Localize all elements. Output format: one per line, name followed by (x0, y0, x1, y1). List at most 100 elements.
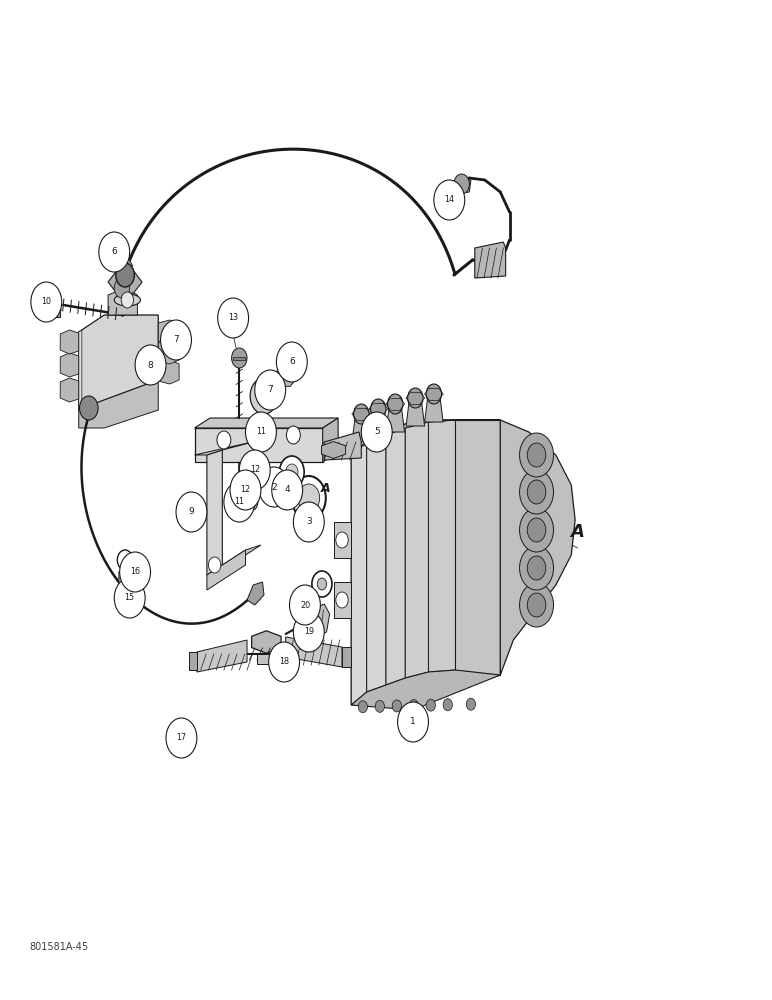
Circle shape (234, 483, 248, 501)
Circle shape (527, 443, 546, 467)
Circle shape (520, 546, 554, 590)
Polygon shape (60, 353, 79, 377)
Polygon shape (257, 654, 276, 664)
Circle shape (99, 232, 130, 272)
Circle shape (293, 612, 324, 652)
Text: A: A (571, 523, 584, 541)
Polygon shape (369, 412, 388, 437)
Polygon shape (207, 545, 261, 575)
Text: 7: 7 (173, 336, 179, 344)
Circle shape (426, 699, 435, 711)
Circle shape (239, 450, 270, 490)
Polygon shape (367, 435, 386, 692)
Polygon shape (189, 652, 197, 670)
Circle shape (520, 583, 554, 627)
Circle shape (454, 174, 469, 194)
Circle shape (116, 263, 134, 287)
Polygon shape (386, 407, 405, 432)
Polygon shape (351, 670, 500, 710)
Text: 17: 17 (176, 734, 187, 742)
Polygon shape (428, 420, 455, 672)
Polygon shape (197, 640, 247, 672)
Circle shape (276, 342, 307, 382)
Circle shape (238, 488, 244, 496)
Polygon shape (352, 417, 371, 442)
Circle shape (272, 479, 281, 491)
Polygon shape (158, 320, 179, 344)
Text: 14: 14 (445, 196, 454, 205)
Text: 11: 11 (235, 497, 244, 506)
Polygon shape (247, 582, 264, 605)
Ellipse shape (114, 294, 141, 306)
Circle shape (250, 378, 278, 414)
Polygon shape (351, 420, 500, 452)
Circle shape (269, 642, 300, 682)
Circle shape (286, 464, 298, 480)
Polygon shape (79, 380, 158, 428)
Polygon shape (321, 442, 346, 458)
Polygon shape (51, 293, 60, 317)
Circle shape (257, 387, 271, 405)
Circle shape (114, 578, 145, 618)
Polygon shape (117, 252, 133, 266)
Polygon shape (108, 271, 142, 293)
Circle shape (121, 292, 134, 308)
Text: 3: 3 (306, 518, 312, 526)
Circle shape (245, 412, 276, 452)
Polygon shape (406, 401, 425, 426)
Polygon shape (405, 422, 428, 678)
Circle shape (272, 470, 303, 510)
Text: 8: 8 (147, 360, 154, 369)
Circle shape (31, 282, 62, 322)
Polygon shape (233, 357, 245, 360)
Text: 19: 19 (303, 628, 314, 637)
Text: 13: 13 (229, 314, 238, 322)
Circle shape (248, 498, 254, 506)
Circle shape (409, 700, 418, 712)
Text: 11: 11 (256, 428, 266, 436)
Polygon shape (500, 420, 575, 675)
Polygon shape (79, 330, 82, 410)
Text: 6: 6 (111, 247, 117, 256)
Polygon shape (195, 418, 338, 428)
Polygon shape (158, 360, 179, 384)
Polygon shape (158, 340, 179, 364)
Circle shape (298, 484, 320, 512)
Circle shape (408, 388, 423, 408)
Circle shape (235, 484, 244, 496)
Circle shape (230, 470, 261, 510)
Polygon shape (425, 397, 443, 422)
Polygon shape (334, 582, 351, 618)
Circle shape (336, 532, 348, 548)
Circle shape (358, 701, 367, 713)
Circle shape (290, 585, 320, 625)
Text: 9: 9 (188, 508, 195, 516)
Text: 15: 15 (124, 593, 135, 602)
Polygon shape (324, 432, 361, 460)
Circle shape (443, 699, 452, 711)
Circle shape (292, 476, 326, 520)
Circle shape (392, 700, 401, 712)
Polygon shape (475, 242, 506, 278)
Polygon shape (272, 370, 296, 386)
Text: 4: 4 (284, 486, 290, 494)
Circle shape (117, 550, 133, 570)
Circle shape (398, 702, 428, 742)
Text: 801581A-45: 801581A-45 (29, 942, 89, 952)
Text: 12: 12 (240, 486, 251, 494)
Circle shape (120, 552, 151, 592)
Text: 12: 12 (249, 466, 260, 475)
Circle shape (336, 592, 348, 608)
Circle shape (426, 384, 442, 404)
Circle shape (354, 404, 369, 424)
Circle shape (520, 433, 554, 477)
Circle shape (244, 493, 258, 511)
Circle shape (218, 298, 249, 338)
Circle shape (361, 412, 392, 452)
Circle shape (166, 718, 197, 758)
Circle shape (255, 370, 286, 410)
Polygon shape (323, 418, 338, 462)
Text: 18: 18 (279, 658, 289, 666)
Circle shape (231, 499, 240, 511)
Polygon shape (207, 450, 222, 575)
